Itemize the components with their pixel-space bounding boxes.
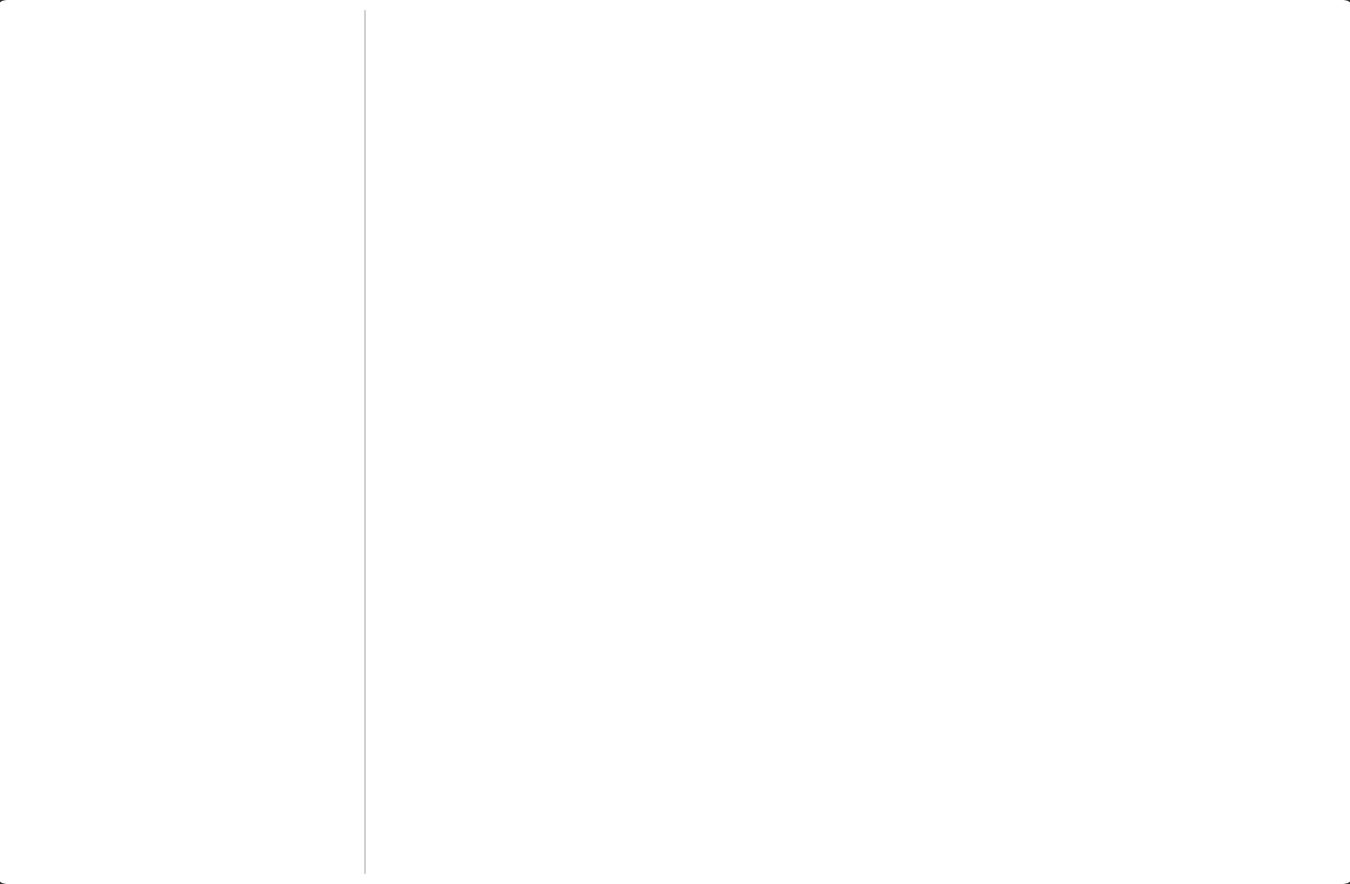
- Text: Products Brand: Products Brand: [36, 39, 207, 57]
- FancyBboxPatch shape: [63, 120, 147, 183]
- FancyBboxPatch shape: [63, 251, 147, 314]
- Text: Ni: Ni: [40, 537, 59, 554]
- Text: Cal: Cal: [40, 142, 69, 160]
- Text: Na: Na: [40, 405, 65, 423]
- FancyBboxPatch shape: [300, 30, 343, 70]
- FancyBboxPatch shape: [55, 514, 139, 576]
- FancyBboxPatch shape: [55, 776, 139, 839]
- Text: Vo: Vo: [40, 667, 62, 685]
- FancyBboxPatch shape: [55, 383, 139, 446]
- Text: Orders Count By Quarter: Orders Count By Quarter: [394, 39, 667, 57]
- Text: ad: ad: [40, 799, 63, 817]
- Text: ∧: ∧: [316, 43, 327, 57]
- Text: Car: Car: [40, 274, 72, 292]
- FancyBboxPatch shape: [55, 645, 139, 708]
